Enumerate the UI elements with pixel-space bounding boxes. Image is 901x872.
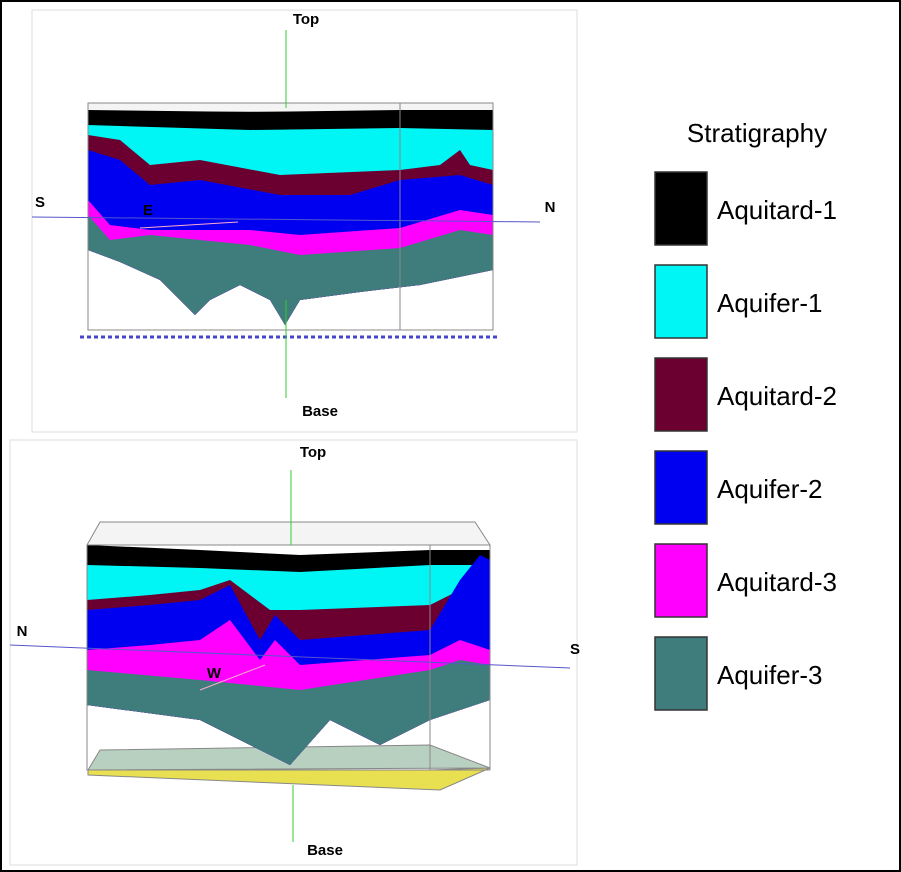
top-face bbox=[87, 522, 490, 545]
label-top: Top bbox=[293, 11, 319, 28]
legend-label: Aquitard-3 bbox=[717, 567, 837, 597]
legend-swatch bbox=[655, 358, 707, 431]
legend-label: Aquitard-1 bbox=[717, 195, 837, 225]
label-direction: E bbox=[143, 202, 153, 219]
label-base: Base bbox=[307, 842, 343, 859]
label-direction: W bbox=[207, 665, 222, 682]
label-right: N bbox=[545, 199, 556, 216]
panel-1: Top Base S N E bbox=[32, 10, 577, 432]
legend-swatch bbox=[655, 544, 707, 617]
legend-swatch bbox=[655, 451, 707, 524]
legend-swatch bbox=[655, 637, 707, 710]
label-left: S bbox=[35, 194, 45, 211]
legend-swatch bbox=[655, 265, 707, 338]
label-top: Top bbox=[300, 444, 326, 461]
label-base: Base bbox=[302, 403, 338, 420]
label-left: N bbox=[17, 623, 28, 640]
label-right: S bbox=[570, 641, 580, 658]
legend-swatch bbox=[655, 172, 707, 245]
legend-label: Aquifer-3 bbox=[717, 660, 823, 690]
panel-2: Top Base N S W bbox=[10, 440, 580, 865]
legend-label: Aquitard-2 bbox=[717, 381, 837, 411]
figure: Top Base S N E Top Base N S W Stratigrap… bbox=[0, 0, 901, 872]
legend-label: Aquifer-1 bbox=[717, 288, 823, 318]
legend-label: Aquifer-2 bbox=[717, 474, 823, 504]
legend-title: Stratigraphy bbox=[687, 118, 827, 148]
